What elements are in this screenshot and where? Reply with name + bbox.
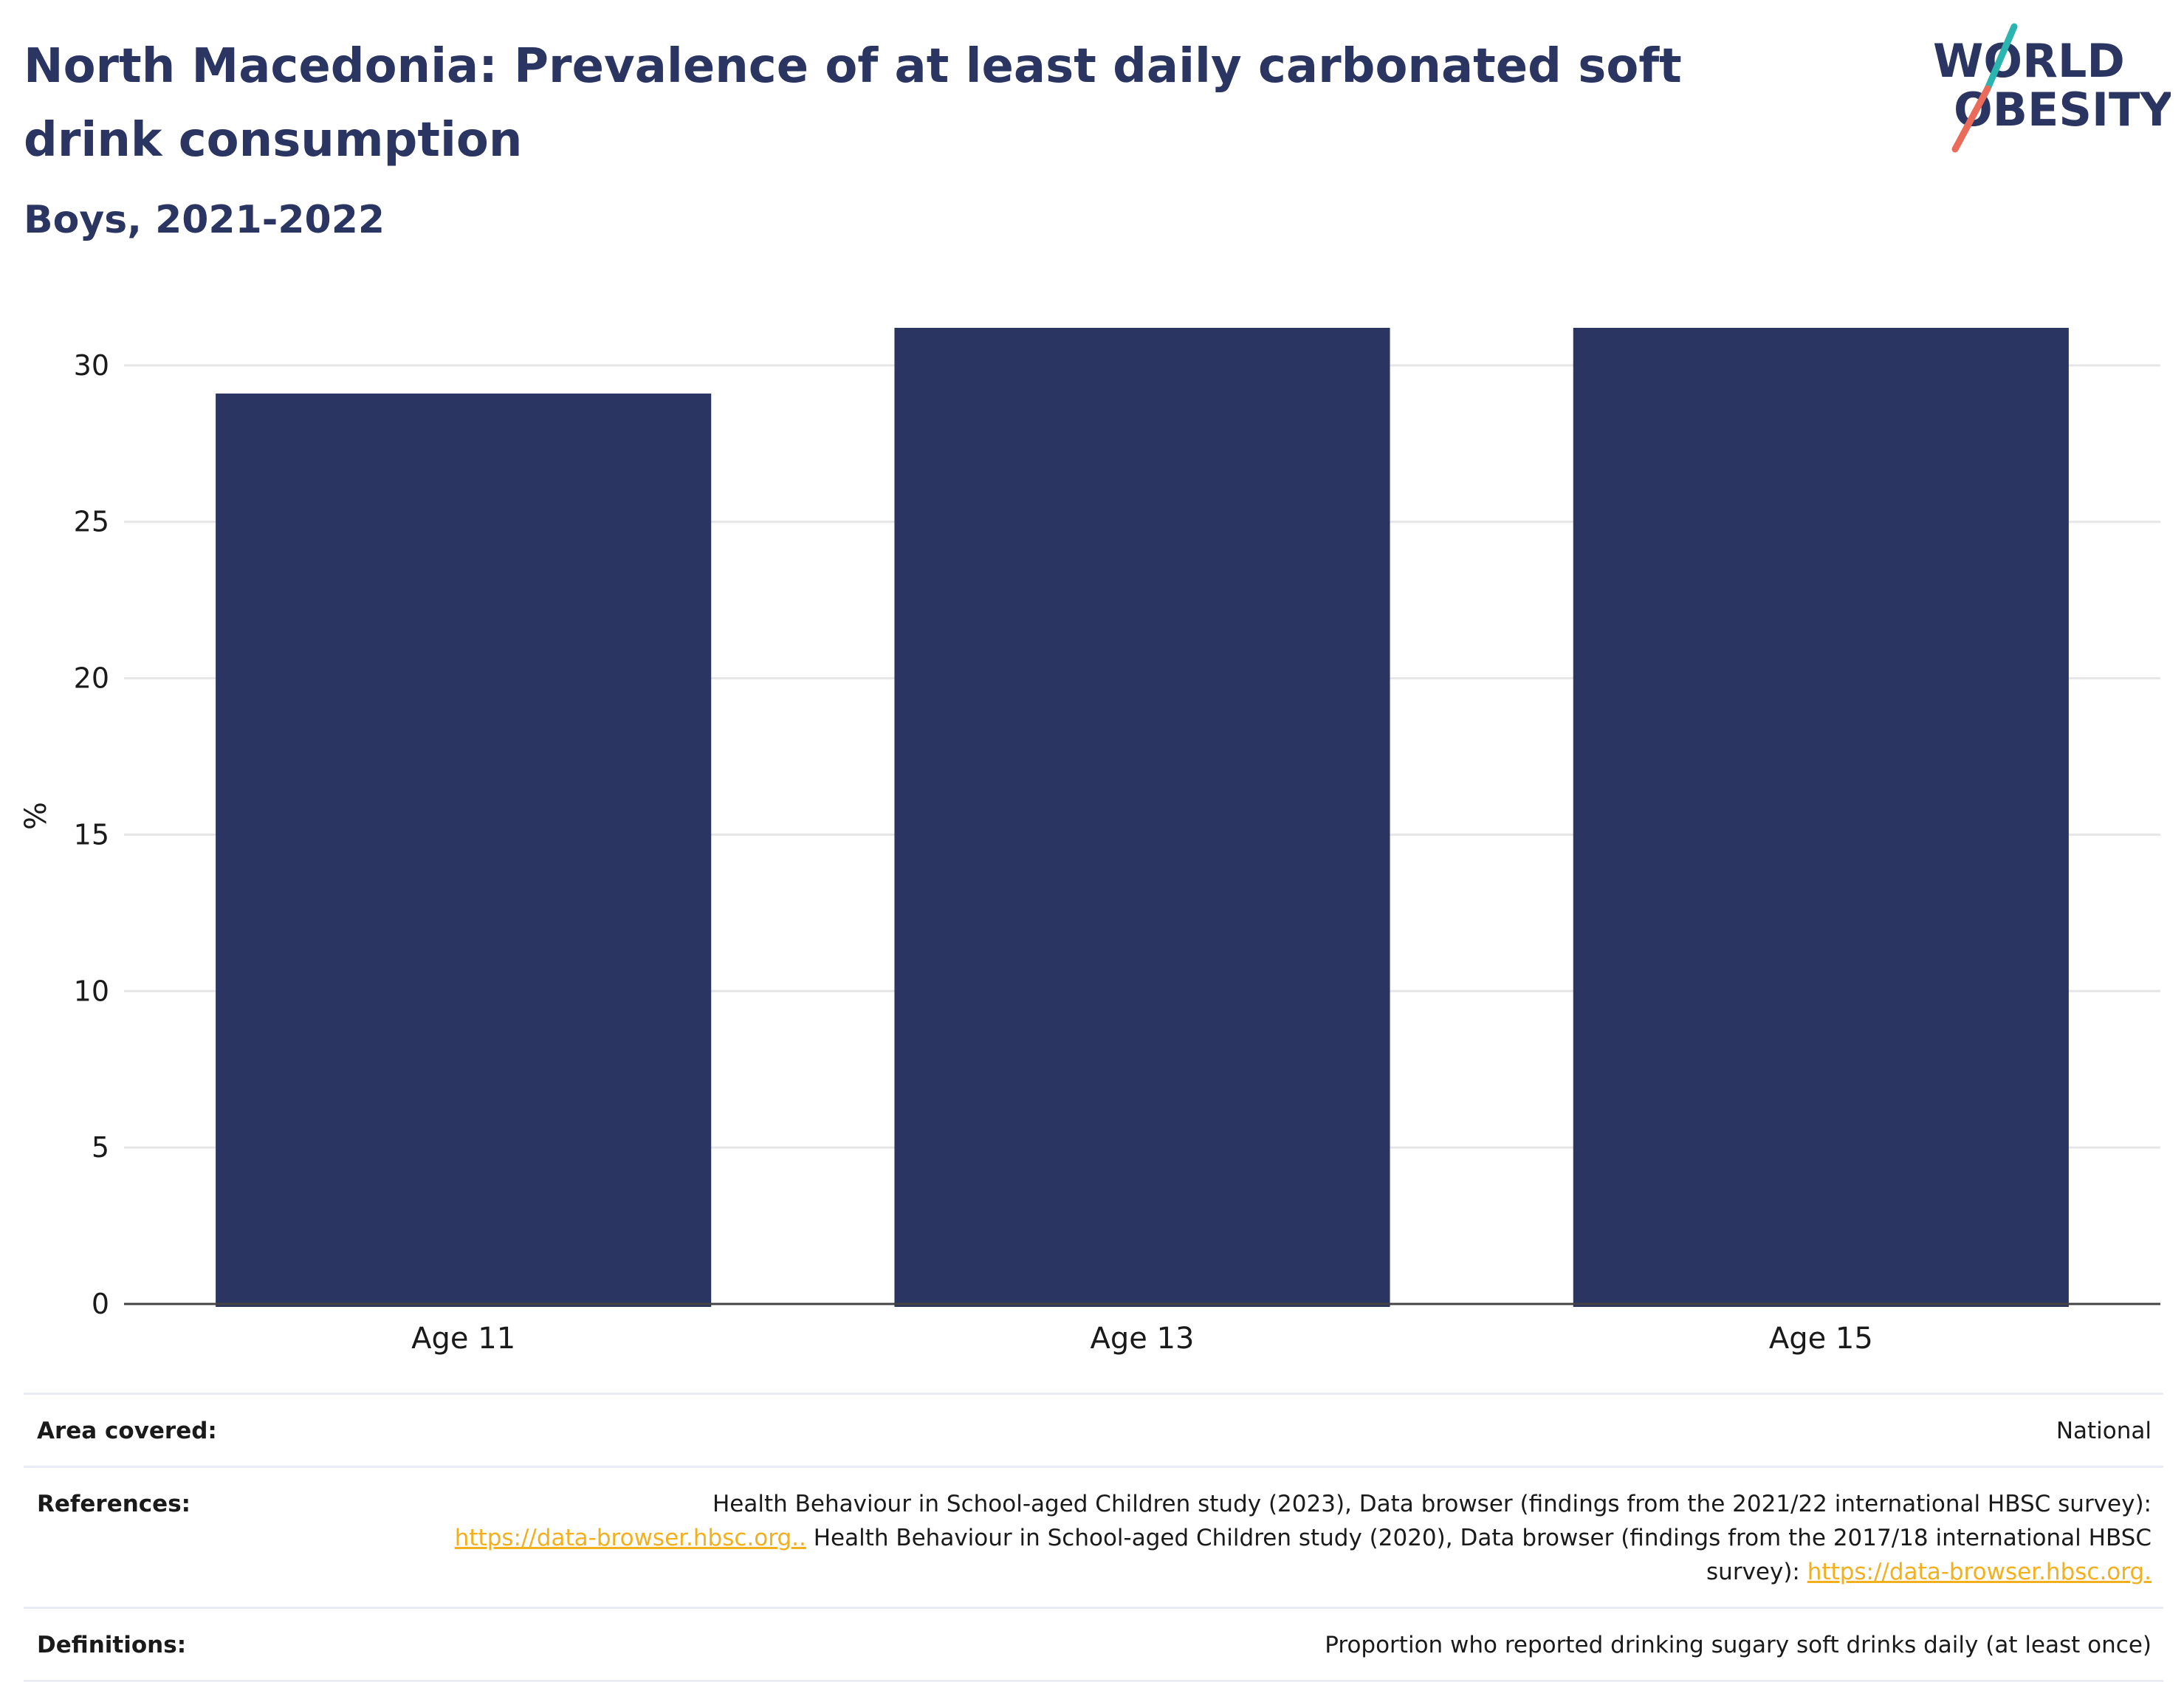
world-obesity-logo: WORLD OBESITY: [1933, 23, 2171, 153]
logo-text-world: WORLD: [1933, 34, 2125, 88]
y-tick-label: 30: [74, 349, 109, 382]
logo-text-obesity: OBESITY: [1954, 83, 2171, 137]
references-value: Health Behaviour in School-aged Children…: [190, 1487, 2152, 1589]
x-axis-categories: Age 11 Age 13 Age 15: [411, 1322, 1873, 1356]
x-category-label: Age 13: [1091, 1322, 1195, 1356]
definitions-value: Proportion who reported drinking sugary …: [1325, 1632, 2152, 1658]
x-category-label: Age 15: [1769, 1322, 1873, 1356]
metadata-table: Area covered: National References: Healt…: [24, 1393, 2163, 1682]
y-axis-title: %: [19, 802, 53, 830]
y-tick-label: 25: [74, 506, 109, 538]
bars: [216, 328, 2069, 1308]
references-link-2[interactable]: https://data-browser.hbsc.org.: [1807, 1559, 2152, 1585]
references-text-2: Health Behaviour in School-aged Children…: [806, 1525, 2152, 1585]
bar-age-11: [216, 393, 712, 1308]
y-tick-label: 20: [74, 662, 109, 695]
references-label: References:: [37, 1491, 191, 1517]
area-value: National: [2056, 1418, 2152, 1444]
bar-age-13: [894, 328, 1390, 1307]
logo-slash-top: [1984, 23, 2018, 92]
y-tick-label: 15: [74, 818, 109, 851]
chart-title: North Macedonia: Prevalence of at least …: [24, 39, 1682, 168]
meta-row-definitions: Definitions: Proportion who reported dri…: [24, 1607, 2163, 1682]
meta-row-references: References: Health Behaviour in School-a…: [24, 1466, 2163, 1607]
chart-subtitle: Boys, 2021-2022: [24, 198, 385, 242]
bar-age-15: [1573, 328, 2069, 1307]
y-tick-label: 10: [74, 975, 109, 1007]
y-axis-ticks: 0 5 10 15 20 25 30: [74, 349, 109, 1320]
meta-row-area: Area covered: National: [24, 1393, 2163, 1466]
area-label: Area covered:: [37, 1418, 217, 1444]
y-tick-label: 5: [92, 1131, 109, 1164]
definitions-label: Definitions:: [37, 1632, 187, 1658]
references-link-1[interactable]: https://data-browser.hbsc.org..: [454, 1525, 806, 1551]
logo-slash-bottom: [1951, 85, 1991, 153]
bar-chart: 0 5 10 15 20 25 30 Age 11 Age 13 Age 15 %: [19, 328, 2160, 1356]
y-tick-label: 0: [92, 1288, 109, 1320]
references-text-1: Health Behaviour in School-aged Children…: [712, 1491, 2152, 1517]
x-category-label: Age 11: [411, 1322, 515, 1356]
